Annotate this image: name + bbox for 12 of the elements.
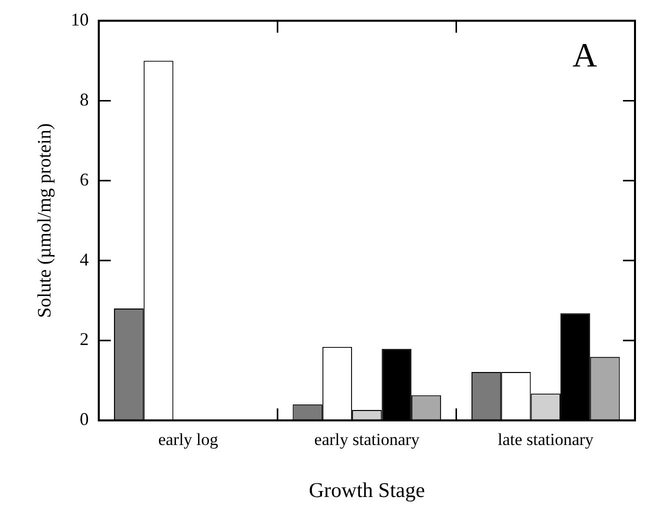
- y-tick-label: 4: [80, 249, 89, 270]
- x-tick-label: early stationary: [314, 430, 420, 450]
- y-tick-label: 0: [80, 409, 89, 430]
- x-tick-label: late stationary: [498, 430, 594, 450]
- x-tick-label: early log: [158, 430, 219, 450]
- y-tick-label: 10: [70, 10, 89, 30]
- y-axis-title: Solute (µmol/mg protein): [34, 123, 56, 318]
- y-tick-label: 8: [80, 89, 89, 110]
- y-tick-label: 2: [80, 329, 89, 350]
- annotation: A: [572, 38, 598, 75]
- y-tick-label: 6: [80, 169, 89, 190]
- x-axis-title: Growth Stage: [308, 478, 425, 502]
